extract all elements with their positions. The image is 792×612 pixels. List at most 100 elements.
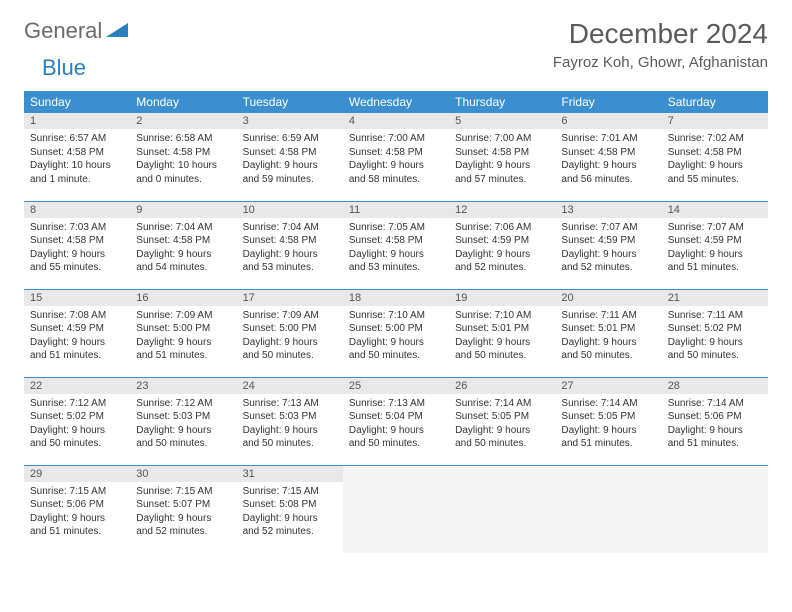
sunset-text: Sunset: 5:03 PM: [243, 410, 337, 424]
day-number: 5: [449, 113, 555, 129]
daylight-text: Daylight: 9 hours and 50 minutes.: [243, 424, 337, 451]
sunset-text: Sunset: 4:59 PM: [455, 234, 549, 248]
day-body: Sunrise: 7:15 AMSunset: 5:06 PMDaylight:…: [24, 482, 130, 543]
sunrise-text: Sunrise: 7:15 AM: [30, 485, 124, 499]
day-body: Sunrise: 7:10 AMSunset: 5:00 PMDaylight:…: [343, 306, 449, 367]
day-body: Sunrise: 7:05 AMSunset: 4:58 PMDaylight:…: [343, 218, 449, 279]
day-body: Sunrise: 7:02 AMSunset: 4:58 PMDaylight:…: [662, 129, 768, 190]
day-number: 24: [237, 378, 343, 394]
sunrise-text: Sunrise: 7:09 AM: [243, 309, 337, 323]
daylight-text: Daylight: 9 hours and 51 minutes.: [30, 336, 124, 363]
logo-text-general: General: [24, 18, 102, 44]
sunrise-text: Sunrise: 6:59 AM: [243, 132, 337, 146]
sunset-text: Sunset: 4:58 PM: [30, 234, 124, 248]
daylight-text: Daylight: 9 hours and 51 minutes.: [30, 512, 124, 539]
sunrise-text: Sunrise: 7:11 AM: [668, 309, 762, 323]
calendar-cell: 9Sunrise: 7:04 AMSunset: 4:58 PMDaylight…: [130, 201, 236, 289]
daylight-text: Daylight: 9 hours and 50 minutes.: [455, 336, 549, 363]
sunset-text: Sunset: 4:58 PM: [243, 234, 337, 248]
daylight-text: Daylight: 9 hours and 51 minutes.: [668, 424, 762, 451]
day-body: Sunrise: 7:04 AMSunset: 4:58 PMDaylight:…: [237, 218, 343, 279]
day-number: 13: [555, 202, 661, 218]
calendar-row: 15Sunrise: 7:08 AMSunset: 4:59 PMDayligh…: [24, 289, 768, 377]
weekday-mon: Monday: [130, 91, 236, 113]
day-number: 20: [555, 290, 661, 306]
sunset-text: Sunset: 5:01 PM: [455, 322, 549, 336]
sunset-text: Sunset: 5:05 PM: [561, 410, 655, 424]
calendar-cell: 26Sunrise: 7:14 AMSunset: 5:05 PMDayligh…: [449, 377, 555, 465]
weekday-sat: Saturday: [662, 91, 768, 113]
calendar-cell: 17Sunrise: 7:09 AMSunset: 5:00 PMDayligh…: [237, 289, 343, 377]
sunrise-text: Sunrise: 7:00 AM: [349, 132, 443, 146]
daylight-text: Daylight: 9 hours and 55 minutes.: [30, 248, 124, 275]
sunrise-text: Sunrise: 7:12 AM: [136, 397, 230, 411]
daylight-text: Daylight: 9 hours and 50 minutes.: [349, 336, 443, 363]
day-body: Sunrise: 7:14 AMSunset: 5:06 PMDaylight:…: [662, 394, 768, 455]
daylight-text: Daylight: 9 hours and 50 minutes.: [668, 336, 762, 363]
sunset-text: Sunset: 5:00 PM: [136, 322, 230, 336]
day-body: Sunrise: 7:14 AMSunset: 5:05 PMDaylight:…: [449, 394, 555, 455]
day-number: 31: [237, 466, 343, 482]
daylight-text: Daylight: 10 hours and 1 minute.: [30, 159, 124, 186]
day-body: Sunrise: 7:12 AMSunset: 5:02 PMDaylight:…: [24, 394, 130, 455]
sunrise-text: Sunrise: 7:10 AM: [349, 309, 443, 323]
sunrise-text: Sunrise: 7:07 AM: [561, 221, 655, 235]
daylight-text: Daylight: 9 hours and 50 minutes.: [349, 424, 443, 451]
sunrise-text: Sunrise: 7:01 AM: [561, 132, 655, 146]
calendar-cell: 31Sunrise: 7:15 AMSunset: 5:08 PMDayligh…: [237, 465, 343, 553]
calendar-cell: 18Sunrise: 7:10 AMSunset: 5:00 PMDayligh…: [343, 289, 449, 377]
sunrise-text: Sunrise: 7:08 AM: [30, 309, 124, 323]
day-number: 14: [662, 202, 768, 218]
calendar-cell: 7Sunrise: 7:02 AMSunset: 4:58 PMDaylight…: [662, 113, 768, 201]
calendar-cell: [555, 465, 661, 553]
daylight-text: Daylight: 9 hours and 59 minutes.: [243, 159, 337, 186]
day-number: 23: [130, 378, 236, 394]
day-number: 11: [343, 202, 449, 218]
day-number: 7: [662, 113, 768, 129]
calendar-cell: 5Sunrise: 7:00 AMSunset: 4:58 PMDaylight…: [449, 113, 555, 201]
day-body: Sunrise: 7:11 AMSunset: 5:02 PMDaylight:…: [662, 306, 768, 367]
day-body: Sunrise: 7:10 AMSunset: 5:01 PMDaylight:…: [449, 306, 555, 367]
daylight-text: Daylight: 9 hours and 50 minutes.: [30, 424, 124, 451]
day-number: 12: [449, 202, 555, 218]
sunset-text: Sunset: 5:02 PM: [30, 410, 124, 424]
daylight-text: Daylight: 9 hours and 52 minutes.: [561, 248, 655, 275]
weekday-tue: Tuesday: [237, 91, 343, 113]
daylight-text: Daylight: 9 hours and 52 minutes.: [243, 512, 337, 539]
calendar-table: Sunday Monday Tuesday Wednesday Thursday…: [24, 91, 768, 553]
sunset-text: Sunset: 5:00 PM: [349, 322, 443, 336]
calendar-cell: 23Sunrise: 7:12 AMSunset: 5:03 PMDayligh…: [130, 377, 236, 465]
month-title: December 2024: [553, 18, 768, 50]
day-body: Sunrise: 6:59 AMSunset: 4:58 PMDaylight:…: [237, 129, 343, 190]
daylight-text: Daylight: 9 hours and 55 minutes.: [668, 159, 762, 186]
day-body: Sunrise: 7:12 AMSunset: 5:03 PMDaylight:…: [130, 394, 236, 455]
daylight-text: Daylight: 9 hours and 50 minutes.: [243, 336, 337, 363]
sunrise-text: Sunrise: 7:00 AM: [455, 132, 549, 146]
day-number: 3: [237, 113, 343, 129]
sunrise-text: Sunrise: 7:05 AM: [349, 221, 443, 235]
weekday-header-row: Sunday Monday Tuesday Wednesday Thursday…: [24, 91, 768, 113]
calendar-row: 22Sunrise: 7:12 AMSunset: 5:02 PMDayligh…: [24, 377, 768, 465]
weekday-thu: Thursday: [449, 91, 555, 113]
sunrise-text: Sunrise: 7:13 AM: [243, 397, 337, 411]
day-body: Sunrise: 7:11 AMSunset: 5:01 PMDaylight:…: [555, 306, 661, 367]
calendar-cell: 25Sunrise: 7:13 AMSunset: 5:04 PMDayligh…: [343, 377, 449, 465]
calendar-cell: 27Sunrise: 7:14 AMSunset: 5:05 PMDayligh…: [555, 377, 661, 465]
sunset-text: Sunset: 5:03 PM: [136, 410, 230, 424]
day-body: Sunrise: 7:15 AMSunset: 5:07 PMDaylight:…: [130, 482, 236, 543]
day-number: 16: [130, 290, 236, 306]
sunrise-text: Sunrise: 7:12 AM: [30, 397, 124, 411]
day-body: Sunrise: 7:08 AMSunset: 4:59 PMDaylight:…: [24, 306, 130, 367]
day-number: 28: [662, 378, 768, 394]
sunset-text: Sunset: 5:00 PM: [243, 322, 337, 336]
daylight-text: Daylight: 9 hours and 51 minutes.: [136, 336, 230, 363]
sunrise-text: Sunrise: 7:04 AM: [243, 221, 337, 235]
day-body: Sunrise: 7:07 AMSunset: 4:59 PMDaylight:…: [555, 218, 661, 279]
calendar-cell: 16Sunrise: 7:09 AMSunset: 5:00 PMDayligh…: [130, 289, 236, 377]
calendar-cell: 19Sunrise: 7:10 AMSunset: 5:01 PMDayligh…: [449, 289, 555, 377]
calendar-cell: 29Sunrise: 7:15 AMSunset: 5:06 PMDayligh…: [24, 465, 130, 553]
daylight-text: Daylight: 9 hours and 51 minutes.: [561, 424, 655, 451]
sunset-text: Sunset: 4:58 PM: [136, 146, 230, 160]
sunset-text: Sunset: 5:07 PM: [136, 498, 230, 512]
day-number: 30: [130, 466, 236, 482]
